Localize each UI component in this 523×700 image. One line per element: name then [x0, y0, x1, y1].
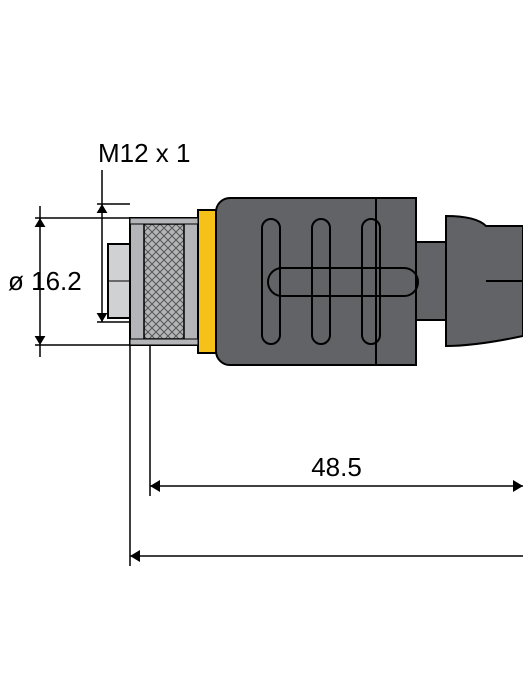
label-length: 48.5 [311, 452, 362, 482]
coupling-nut-knurl [144, 224, 184, 339]
label-diameter: ø 16.2 [8, 266, 82, 296]
label-thread: M12 x 1 [98, 138, 191, 168]
coding-ring [198, 210, 216, 353]
connector-neck [416, 242, 446, 320]
connector-body [216, 198, 400, 365]
